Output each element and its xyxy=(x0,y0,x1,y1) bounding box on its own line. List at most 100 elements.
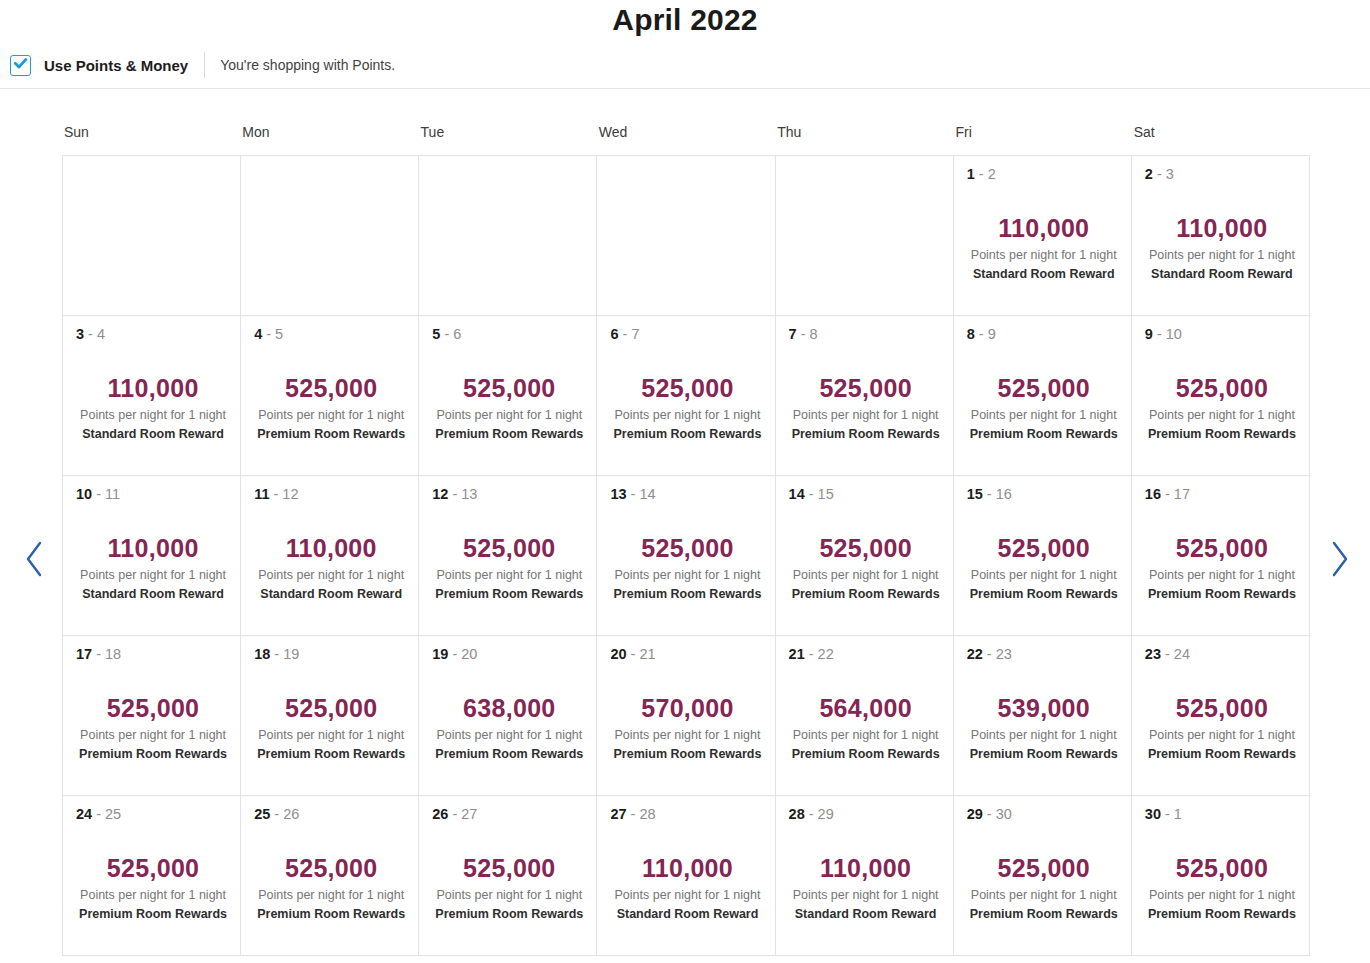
checkout-day: - 15 xyxy=(805,486,834,502)
calendar-cell[interactable]: 10 - 11110,000Points per night for 1 nig… xyxy=(63,476,241,636)
calendar-cell-empty xyxy=(419,156,597,316)
room-type-label: Premium Room Rewards xyxy=(1145,746,1299,762)
rate-info: 564,000Points per night for 1 nightPremi… xyxy=(789,693,943,762)
day-header: Sun xyxy=(62,124,240,140)
calendar-cell[interactable]: 29 - 30525,000Points per night for 1 nig… xyxy=(954,796,1132,956)
points-value: 539,000 xyxy=(967,693,1121,723)
use-points-money-checkbox[interactable] xyxy=(10,55,31,76)
calendar-cell[interactable]: 1 - 2110,000Points per night for 1 night… xyxy=(954,156,1132,316)
points-value: 110,000 xyxy=(76,533,230,563)
room-type-label: Standard Room Reward xyxy=(610,906,764,922)
checkin-day: 14 xyxy=(789,486,805,502)
calendar-cell-empty xyxy=(241,156,419,316)
points-value: 638,000 xyxy=(432,693,586,723)
page-title: April 2022 xyxy=(0,3,1370,37)
per-night-label: Points per night for 1 night xyxy=(610,727,764,743)
checkin-day: 29 xyxy=(967,806,983,822)
checkout-day: - 14 xyxy=(627,486,656,502)
checkout-day: - 19 xyxy=(270,646,299,662)
checkin-day: 3 xyxy=(76,326,84,342)
next-month-button[interactable] xyxy=(1326,536,1354,582)
checkin-day: 25 xyxy=(254,806,270,822)
day-header: Fri xyxy=(953,124,1131,140)
checkin-day: 28 xyxy=(789,806,805,822)
points-value: 525,000 xyxy=(610,533,764,563)
calendar-cell[interactable]: 27 - 28110,000Points per night for 1 nig… xyxy=(597,796,775,956)
checkout-day: - 5 xyxy=(262,326,283,342)
points-value: 525,000 xyxy=(789,373,943,403)
calendar-cell[interactable]: 13 - 14 525,000 Points per night for 1 nig… xyxy=(597,476,775,636)
calendar-cell[interactable]: 8 - 9525,000Points per night for 1 night… xyxy=(954,316,1132,476)
per-night-label: Points per night for 1 night xyxy=(254,887,408,903)
rate-info: 570,000Points per night for 1 nightPremi… xyxy=(610,693,764,762)
calendar-cell[interactable]: 15 - 16525,000Points per night for 1 nig… xyxy=(954,476,1132,636)
calendar-cell[interactable]: 17 - 18525,000Points per night for 1 nig… xyxy=(63,636,241,796)
calendar-cell[interactable]: 22 - 23539,000Points per night for 1 nig… xyxy=(954,636,1132,796)
date-range: 13 - 14 xyxy=(610,484,764,504)
room-type-label: Premium Room Rewards xyxy=(76,906,230,922)
room-type-label: Standard Room Reward xyxy=(967,266,1121,282)
rate-info: 525,000Points per night for 1 nightPremi… xyxy=(1145,373,1299,442)
checkout-day: - 24 xyxy=(1161,646,1190,662)
calendar-cell[interactable]: 28 - 29110,000Points per night for 1 nig… xyxy=(776,796,954,956)
date-range: 3 - 4 xyxy=(76,324,230,344)
date-range: 11 - 12 xyxy=(254,484,408,504)
calendar-cell[interactable]: 4 - 5525,000Points per night for 1 night… xyxy=(241,316,419,476)
checkin-day: 30 xyxy=(1145,806,1161,822)
points-value: 110,000 xyxy=(1145,213,1299,243)
calendar-cell[interactable]: 26 - 27525,000Points per night for 1 nig… xyxy=(419,796,597,956)
rate-info: 110,000Points per night for 1 nightStand… xyxy=(254,533,408,602)
per-night-label: Points per night for 1 night xyxy=(610,407,764,423)
calendar-cell[interactable]: 2 - 3110,000Points per night for 1 night… xyxy=(1132,156,1310,316)
points-value: 110,000 xyxy=(254,533,408,563)
calendar-cell[interactable]: 5 - 6525,000Points per night for 1 night… xyxy=(419,316,597,476)
per-night-label: Points per night for 1 night xyxy=(610,567,764,583)
use-points-money-label: Use Points & Money xyxy=(44,57,188,74)
points-value: 525,000 xyxy=(254,853,408,883)
calendar-cell[interactable]: 12 - 13525,000Points per night for 1 nig… xyxy=(419,476,597,636)
calendar-cell[interactable]: 3 - 4 110,000Points per night for 1 night… xyxy=(63,316,241,476)
date-range: 4 - 5 xyxy=(254,324,408,344)
rate-info: 539,000Points per night for 1 nightPremi… xyxy=(967,693,1121,762)
calendar-cell[interactable]: 14 - 15 525,000 Points per night for 1 nig… xyxy=(776,476,954,636)
check-icon xyxy=(13,56,28,75)
calendar-cell[interactable]: 9 - 10525,000Points per night for 1 nigh… xyxy=(1132,316,1310,476)
calendar-cell[interactable]: 18 - 19525,000Points per night for 1 nig… xyxy=(241,636,419,796)
per-night-label: Points per night for 1 night xyxy=(789,567,943,583)
checkin-day: 6 xyxy=(610,326,618,342)
previous-month-button[interactable] xyxy=(20,536,48,582)
per-night-label: Points per night for 1 night xyxy=(967,567,1121,583)
rate-info: 525,000 Points per night for 1 night Premi… xyxy=(254,853,408,922)
date-range: 21 - 22 xyxy=(789,644,943,664)
rate-info: 525,000Points per night for 1 nightPremi… xyxy=(76,693,230,762)
calendar-cell[interactable]: 20 - 21570,000Points per night for 1 nig… xyxy=(597,636,775,796)
calendar-cell[interactable]: 11 - 12 110,000Points per night for 1 nig… xyxy=(241,476,419,636)
calendar-cell[interactable]: 7 - 8525,000Points per night for 1 night… xyxy=(776,316,954,476)
rate-info: 525,000Points per night for 1 nightPremi… xyxy=(610,533,764,602)
room-type-label: Standard Room Reward xyxy=(76,586,230,602)
checkin-day: 26 xyxy=(432,806,448,822)
points-value: 110,000 xyxy=(967,213,1121,243)
calendar-cell[interactable]: 30 - 1525,000Points per night for 1 nigh… xyxy=(1132,796,1310,956)
room-type-label: Premium Room Rewards xyxy=(789,586,943,602)
rate-info: 525,000Points per night for 1 nightPremi… xyxy=(1145,693,1299,762)
calendar-cell[interactable]: 25 - 26525,000Points per night for 1 nig… xyxy=(241,796,419,956)
checkout-day: - 13 xyxy=(448,486,477,502)
calendar-cell[interactable]: 6 - 7525,000Points per night for 1 night… xyxy=(597,316,775,476)
day-header: Wed xyxy=(597,124,775,140)
rate-info: 525,000Points per night for 1 nightPremi… xyxy=(967,533,1121,602)
calendar-cell[interactable]: 21 - 22 564,000Points per night for 1 nig… xyxy=(776,636,954,796)
calendar-grid: 1 - 2110,000Points per night for 1 night… xyxy=(62,155,1310,956)
rate-info: 110,000Points per night for 1 nightStand… xyxy=(76,373,230,442)
points-value: 525,000 xyxy=(789,533,943,563)
calendar-cell[interactable]: 16 - 17525,000Points per night for 1 nig… xyxy=(1132,476,1310,636)
calendar-cell[interactable]: 24 - 25525,000Points per night for 1 nig… xyxy=(63,796,241,956)
per-night-label: Points per night for 1 night xyxy=(789,887,943,903)
calendar-cell[interactable]: 23 - 24525,000Points per night for 1 nig… xyxy=(1132,636,1310,796)
rate-info: 525,000Points per night for 1 nightPremi… xyxy=(1145,533,1299,602)
calendar-cell[interactable]: 19 - 20638,000Points per night for 1 nig… xyxy=(419,636,597,796)
room-type-label: Premium Room Rewards xyxy=(254,906,408,922)
room-type-label: Standard Room Reward xyxy=(1145,266,1299,282)
calendar-cell-empty xyxy=(597,156,775,316)
checkin-day: 24 xyxy=(76,806,92,822)
